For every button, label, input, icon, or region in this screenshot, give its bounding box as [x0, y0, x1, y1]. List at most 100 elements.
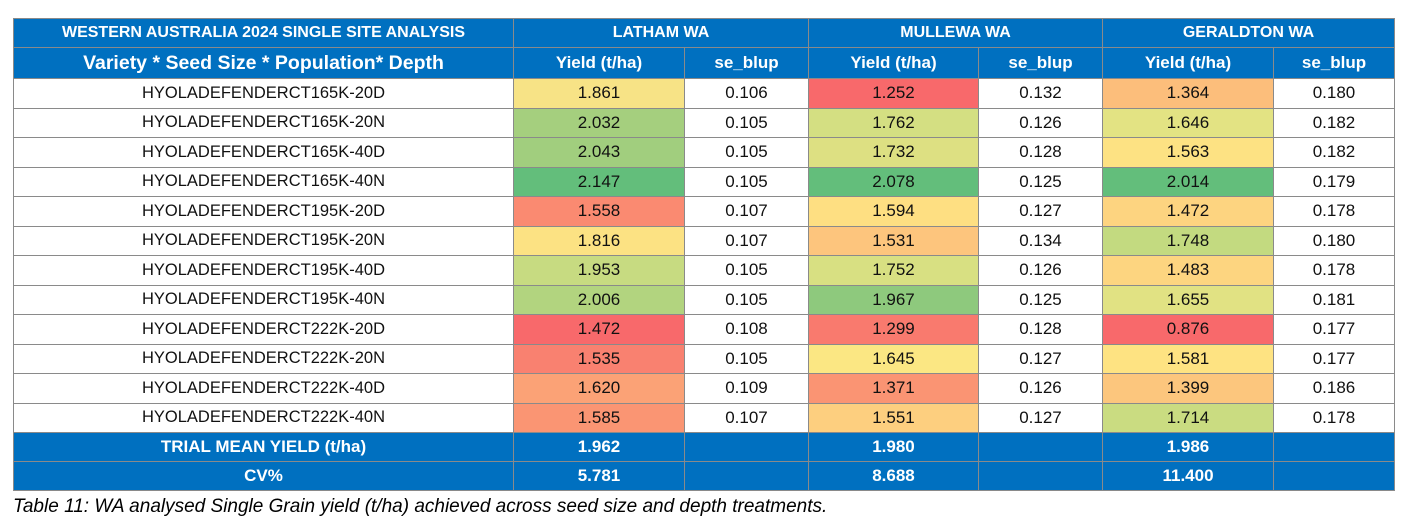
se-blup-cell: 0.105	[684, 343, 809, 374]
se-blup-cell: 0.186	[1273, 373, 1395, 404]
variety-cell: HYOLADEFENDERCT195K-40D	[13, 255, 514, 286]
se-blup-cell: 0.132	[978, 78, 1103, 109]
variety-cell: HYOLADEFENDERCT195K-20N	[13, 225, 514, 256]
se-blup-cell: 0.180	[1273, 78, 1395, 109]
se-blup-cell: 0.125	[978, 284, 1103, 315]
table-footer: TRIAL MEAN YIELD (t/ha) 1.962 1.980 1.986 CV…	[13, 432, 1395, 491]
footer-row: CV% 5.781 8.688 11.400	[13, 461, 1395, 491]
site-header-mullewa: MULLEWA WA	[808, 18, 1103, 48]
yield-cell: 1.252	[808, 78, 979, 109]
yield-cell: 1.748	[1102, 225, 1274, 256]
table-body: HYOLADEFENDERCT165K-20D 1.861 0.106 1.252 0.…	[13, 78, 1395, 433]
col-header-yield: Yield (t/ha)	[1102, 47, 1274, 79]
yield-cell: 1.967	[808, 284, 979, 315]
footer-value: 1.986	[1102, 432, 1274, 462]
site-header-latham: LATHAM WA	[513, 18, 809, 48]
col-header-se: se_blup	[978, 47, 1103, 79]
yield-cell: 1.620	[513, 373, 685, 404]
se-blup-cell: 0.181	[1273, 284, 1395, 315]
yield-cell: 1.953	[513, 255, 685, 286]
variety-cell: HYOLADEFENDERCT222K-40N	[13, 402, 514, 433]
se-blup-cell: 0.109	[684, 373, 809, 404]
yield-cell: 1.558	[513, 196, 685, 227]
yield-cell: 1.732	[808, 137, 979, 168]
se-blup-cell: 0.107	[684, 196, 809, 227]
se-blup-cell: 0.125	[978, 166, 1103, 197]
se-blup-cell: 0.126	[978, 107, 1103, 138]
yield-cell: 1.299	[808, 314, 979, 345]
table-row: HYOLADEFENDERCT195K-40D 1.953 0.105 1.752 0.…	[13, 255, 1395, 286]
yield-cell: 1.483	[1102, 255, 1274, 286]
se-blup-cell: 0.105	[684, 137, 809, 168]
footer-value: 1.962	[513, 432, 685, 462]
footer-value: 1.980	[808, 432, 979, 462]
se-blup-cell: 0.134	[978, 225, 1103, 256]
se-blup-cell: 0.126	[978, 373, 1103, 404]
se-blup-cell: 0.180	[1273, 225, 1395, 256]
col-header-yield: Yield (t/ha)	[808, 47, 979, 79]
footer-empty-cell	[684, 432, 809, 462]
se-blup-cell: 0.182	[1273, 107, 1395, 138]
variety-cell: HYOLADEFENDERCT165K-40D	[13, 137, 514, 168]
variety-cell: HYOLADEFENDERCT165K-20D	[13, 78, 514, 109]
table-title: WESTERN AUSTRALIA 2024 SINGLE SITE ANALY…	[13, 18, 514, 48]
yield-cell: 1.399	[1102, 373, 1274, 404]
yield-cell: 1.594	[808, 196, 979, 227]
yield-cell: 2.006	[513, 284, 685, 315]
col-header-se: se_blup	[1273, 47, 1395, 79]
se-blup-cell: 0.128	[978, 137, 1103, 168]
table-row: HYOLADEFENDERCT165K-40D 2.043 0.105 1.732 0.…	[13, 137, 1395, 168]
table-row: HYOLADEFENDERCT195K-20N 1.816 0.107 1.531 0.…	[13, 225, 1395, 256]
se-blup-cell: 0.105	[684, 107, 809, 138]
footer-value: 5.781	[513, 461, 685, 491]
table-row: HYOLADEFENDERCT222K-20N 1.535 0.105 1.645 0.…	[13, 343, 1395, 374]
se-blup-cell: 0.105	[684, 255, 809, 286]
header-row-sites: WESTERN AUSTRALIA 2024 SINGLE SITE ANALY…	[13, 18, 1395, 48]
se-blup-cell: 0.108	[684, 314, 809, 345]
se-blup-cell: 0.105	[684, 284, 809, 315]
yield-cell: 1.585	[513, 402, 685, 433]
footer-empty-cell	[684, 461, 809, 491]
variety-cell: HYOLADEFENDERCT222K-20D	[13, 314, 514, 345]
se-blup-cell: 0.126	[978, 255, 1103, 286]
table-subtitle: Variety * Seed Size * Population* Depth	[13, 47, 514, 79]
yield-cell: 1.472	[1102, 196, 1274, 227]
yield-cell: 1.752	[808, 255, 979, 286]
se-blup-cell: 0.178	[1273, 255, 1395, 286]
variety-cell: HYOLADEFENDERCT222K-20N	[13, 343, 514, 374]
table-caption: Table 11: WA analysed Single Grain yield…	[13, 496, 828, 517]
yield-cell: 1.563	[1102, 137, 1274, 168]
footer-empty-cell	[978, 432, 1103, 462]
se-blup-cell: 0.127	[978, 402, 1103, 433]
table-row: HYOLADEFENDERCT195K-20D 1.558 0.107 1.594 0.…	[13, 196, 1395, 227]
se-blup-cell: 0.106	[684, 78, 809, 109]
footer-empty-cell	[978, 461, 1103, 491]
yield-cell: 1.364	[1102, 78, 1274, 109]
header-row-columns: Variety * Seed Size * Population* Depth …	[13, 47, 1395, 79]
yield-cell: 1.714	[1102, 402, 1274, 433]
yield-cell: 2.032	[513, 107, 685, 138]
site-header-geraldton: GERALDTON WA	[1102, 18, 1395, 48]
table-row: HYOLADEFENDERCT195K-40N 2.006 0.105 1.967 0.…	[13, 284, 1395, 315]
table-row: HYOLADEFENDERCT165K-20D 1.861 0.106 1.252 0.…	[13, 78, 1395, 109]
yield-cell: 1.531	[808, 225, 979, 256]
yield-cell: 1.472	[513, 314, 685, 345]
table-row: HYOLADEFENDERCT222K-40N 1.585 0.107 1.551 0.…	[13, 402, 1395, 433]
se-blup-cell: 0.107	[684, 402, 809, 433]
table-row: HYOLADEFENDERCT165K-40N 2.147 0.105 2.078 0.…	[13, 166, 1395, 197]
se-blup-cell: 0.178	[1273, 196, 1395, 227]
se-blup-cell: 0.177	[1273, 343, 1395, 374]
footer-empty-cell	[1273, 432, 1395, 462]
yield-cell: 1.762	[808, 107, 979, 138]
se-blup-cell: 0.127	[978, 196, 1103, 227]
footer-label: TRIAL MEAN YIELD (t/ha)	[13, 432, 514, 462]
se-blup-cell: 0.107	[684, 225, 809, 256]
col-header-se: se_blup	[684, 47, 809, 79]
variety-cell: HYOLADEFENDERCT222K-40D	[13, 373, 514, 404]
yield-cell: 1.551	[808, 402, 979, 433]
se-blup-cell: 0.127	[978, 343, 1103, 374]
yield-cell: 2.147	[513, 166, 685, 197]
se-blup-cell: 0.105	[684, 166, 809, 197]
footer-label: CV%	[13, 461, 514, 491]
yield-cell: 0.876	[1102, 314, 1274, 345]
